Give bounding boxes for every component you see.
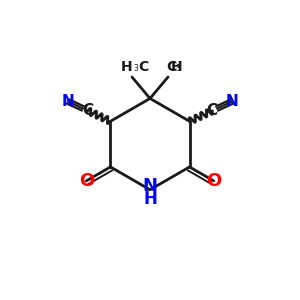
Text: O: O	[206, 172, 221, 190]
Text: $_3$: $_3$	[175, 62, 182, 75]
Text: N: N	[61, 94, 74, 109]
Text: O: O	[79, 172, 94, 190]
Text: N: N	[142, 177, 158, 195]
Text: C: C	[167, 59, 177, 74]
Text: C: C	[139, 59, 149, 74]
Text: C: C	[207, 103, 218, 118]
Text: H: H	[143, 190, 157, 208]
Text: H: H	[171, 59, 182, 74]
Text: C: C	[82, 103, 93, 118]
Text: N: N	[226, 94, 239, 109]
Text: $_3$: $_3$	[133, 62, 139, 75]
Text: H: H	[120, 59, 132, 74]
